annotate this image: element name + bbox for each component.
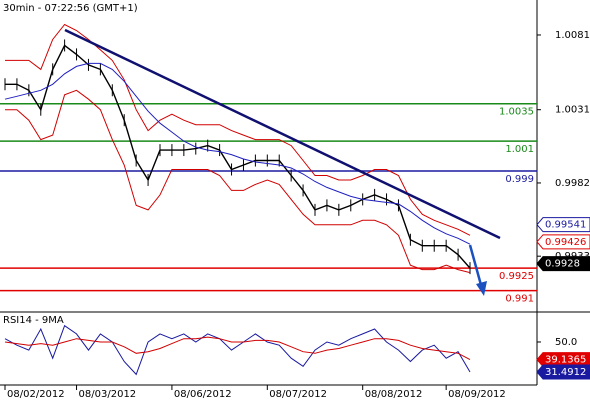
price-box bbox=[536, 217, 590, 233]
x-tick-label: 08/02/2012 bbox=[7, 389, 65, 400]
y-tick-label: 1.0031 bbox=[555, 105, 590, 116]
x-tick-label: 08/09/2012 bbox=[448, 389, 506, 400]
arrow bbox=[468, 244, 483, 286]
trend-line bbox=[64, 28, 501, 240]
price-box bbox=[536, 256, 590, 272]
series-line bbox=[4, 336, 471, 361]
x-tick-label: 08/03/2012 bbox=[79, 389, 137, 400]
series-line bbox=[5, 44, 471, 269]
series-line bbox=[4, 324, 471, 376]
series-line bbox=[5, 23, 471, 236]
price-box bbox=[536, 234, 590, 250]
price-box-label: 0.9928 bbox=[545, 259, 580, 270]
arrow-head bbox=[476, 281, 487, 296]
level-label: 0.9925 bbox=[499, 271, 534, 282]
price-box-label: 31.4912 bbox=[545, 367, 586, 378]
level-label: 1.001 bbox=[505, 144, 534, 155]
title-box bbox=[0, 0, 140, 16]
plot bbox=[0, 23, 537, 376]
y-tick-label: 1.0081 bbox=[555, 30, 590, 41]
chart-title: 30min - 07:22:56 (GMT+1) bbox=[3, 3, 138, 14]
price-box bbox=[536, 364, 590, 380]
x-tick-label: 08/08/2012 bbox=[365, 389, 423, 400]
y-tick-label: 0.9982 bbox=[555, 178, 590, 189]
y-tick-label: 50.0 bbox=[555, 337, 577, 348]
price-box-label: 39.1365 bbox=[545, 355, 586, 366]
panel-title: RSI14 - 9MA bbox=[3, 315, 64, 326]
series-line bbox=[4, 62, 471, 245]
x-tick-label: 08/07/2012 bbox=[269, 389, 327, 400]
x-tick-label: 08/06/2012 bbox=[174, 389, 232, 400]
price-box-label: 0.99426 bbox=[545, 237, 586, 248]
series-line bbox=[5, 89, 471, 274]
level-label: 0.999 bbox=[505, 174, 534, 185]
level-label: 1.0035 bbox=[499, 107, 534, 118]
price-box-label: 0.99541 bbox=[545, 220, 586, 231]
level-label: 0.991 bbox=[505, 294, 534, 305]
